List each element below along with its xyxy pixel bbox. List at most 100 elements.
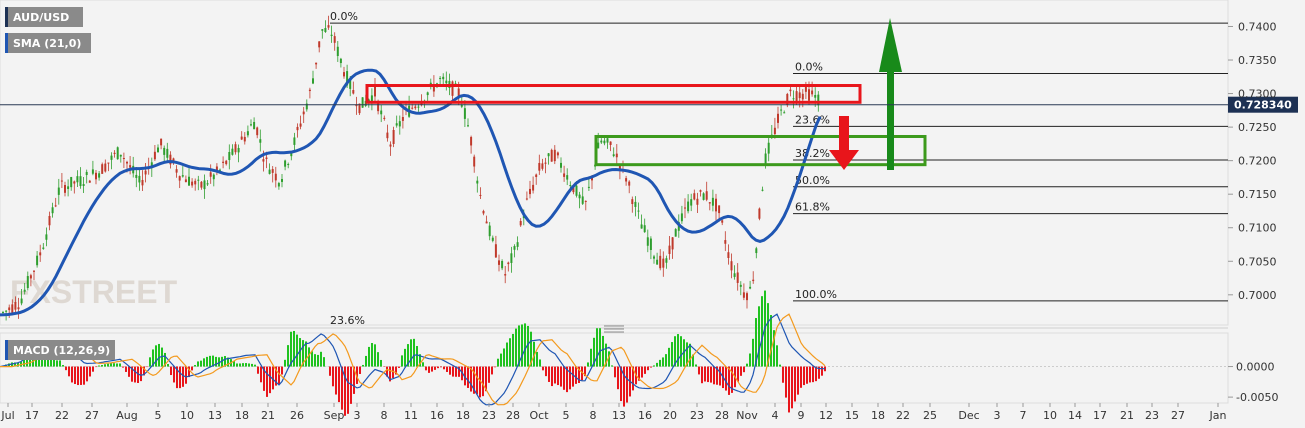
macd-histogram-bar bbox=[374, 344, 376, 367]
current-price-tag: 0.728340 bbox=[1228, 96, 1298, 113]
macd-histogram-bar bbox=[431, 366, 433, 372]
x-tick-label: Nov bbox=[736, 409, 758, 422]
candle bbox=[739, 281, 742, 296]
candle bbox=[361, 97, 364, 108]
macd-histogram-bar bbox=[218, 357, 220, 367]
candle bbox=[656, 252, 659, 265]
candle bbox=[687, 194, 690, 214]
macd-histogram-bar bbox=[533, 341, 535, 367]
macd-histogram-bar bbox=[158, 343, 160, 367]
candle bbox=[584, 200, 587, 211]
macd-histogram-bar bbox=[71, 366, 73, 383]
macd-histogram-bar bbox=[662, 357, 664, 367]
macd-histogram-bar bbox=[530, 331, 532, 367]
candle bbox=[231, 144, 234, 156]
macd-histogram-bar bbox=[296, 334, 298, 367]
macd-histogram-bar bbox=[212, 355, 214, 367]
x-tick-label: 27 bbox=[85, 409, 99, 422]
macd-histogram-bar bbox=[287, 345, 289, 367]
macd-histogram-bar bbox=[443, 366, 445, 370]
x-tick-label: 21 bbox=[1120, 409, 1134, 422]
fib-right-level-label: 23.6% bbox=[795, 113, 830, 126]
fib-left-level-label: 0.0% bbox=[330, 10, 358, 23]
candle bbox=[240, 131, 243, 141]
candle bbox=[426, 91, 429, 102]
x-tick-label: 18 bbox=[871, 409, 885, 422]
macd-y-tick-label: 0.0000 bbox=[1236, 361, 1275, 374]
macd-histogram-bar bbox=[395, 366, 397, 375]
candle bbox=[467, 118, 469, 128]
panel-resize-handle[interactable] bbox=[604, 325, 624, 333]
candle bbox=[389, 141, 392, 156]
candle bbox=[321, 29, 324, 39]
sma-label[interactable]: SMA (21,0) bbox=[5, 33, 91, 53]
candle bbox=[246, 125, 249, 138]
macd-histogram-bar bbox=[506, 342, 508, 367]
x-tick-label: 10 bbox=[1043, 409, 1057, 422]
y-tick-label: 0.7150 bbox=[1238, 188, 1277, 201]
macd-histogram-bar bbox=[314, 354, 316, 367]
x-tick-label: 17 bbox=[1093, 409, 1107, 422]
macd-histogram-bar bbox=[470, 366, 472, 392]
macd-histogram-bar bbox=[617, 366, 619, 390]
candle bbox=[141, 170, 144, 191]
fib-right-level-label: 50.0% bbox=[795, 174, 830, 187]
candle bbox=[715, 193, 717, 221]
macd-histogram-bar bbox=[74, 366, 76, 385]
macd-histogram-bar bbox=[599, 328, 601, 367]
macd-histogram-bar bbox=[65, 366, 67, 371]
candle bbox=[370, 88, 373, 111]
macd-histogram-bar bbox=[713, 366, 715, 385]
x-tick-label: 28 bbox=[506, 409, 520, 422]
candle bbox=[82, 176, 85, 193]
macd-histogram-bar bbox=[389, 366, 391, 382]
x-tick-label: 22 bbox=[55, 409, 69, 422]
macd-histogram-bar bbox=[248, 363, 250, 367]
macd-histogram-bar bbox=[98, 365, 100, 367]
macd-histogram-bar bbox=[338, 366, 340, 403]
symbol-label[interactable]: AUD/USD bbox=[5, 7, 83, 27]
macd-histogram-bar bbox=[200, 360, 202, 367]
candle bbox=[454, 80, 457, 85]
macd-histogram-bar bbox=[590, 348, 592, 367]
candle bbox=[746, 291, 748, 309]
macd-histogram-bar bbox=[731, 366, 733, 393]
macd-histogram-bar bbox=[536, 351, 538, 367]
x-tick-label: 16 bbox=[638, 409, 652, 422]
zones bbox=[365, 84, 927, 167]
macd-histogram-bar bbox=[143, 366, 145, 376]
macd-histogram-bar bbox=[452, 366, 454, 377]
candle bbox=[107, 162, 110, 172]
macd-histogram-bar bbox=[647, 366, 649, 371]
candle bbox=[401, 108, 404, 129]
candle bbox=[302, 106, 305, 124]
x-tick-label: 4 bbox=[772, 409, 779, 422]
macd-histogram-bar bbox=[380, 359, 382, 367]
candle bbox=[305, 99, 308, 112]
signal-line bbox=[0, 313, 826, 406]
macd-label[interactable]: MACD (12,26,9) bbox=[5, 340, 115, 360]
candle bbox=[166, 142, 169, 162]
macd-histogram-bar bbox=[263, 366, 265, 391]
y-tick-label: 0.7250 bbox=[1238, 121, 1277, 134]
candle bbox=[122, 152, 125, 169]
macd-histogram-bar bbox=[341, 366, 343, 410]
candle bbox=[88, 179, 91, 183]
candle bbox=[318, 41, 321, 53]
macd-histogram-bar bbox=[191, 366, 193, 371]
candle bbox=[42, 243, 45, 250]
x-tick-label: Jan bbox=[1209, 409, 1227, 422]
macd-histogram-bar bbox=[272, 366, 274, 390]
macd-histogram-bar bbox=[458, 366, 460, 377]
candle bbox=[383, 115, 386, 121]
macd-histogram-bar bbox=[773, 330, 775, 367]
macd-histogram-bar bbox=[668, 347, 670, 367]
x-tick-label: 3 bbox=[354, 409, 361, 422]
candle bbox=[470, 135, 473, 154]
candle bbox=[395, 115, 398, 128]
candle bbox=[116, 146, 119, 160]
x-tick-label: 17 bbox=[25, 409, 39, 422]
macd-histogram-bar bbox=[785, 366, 787, 398]
candle bbox=[67, 179, 70, 197]
candle bbox=[777, 106, 779, 129]
